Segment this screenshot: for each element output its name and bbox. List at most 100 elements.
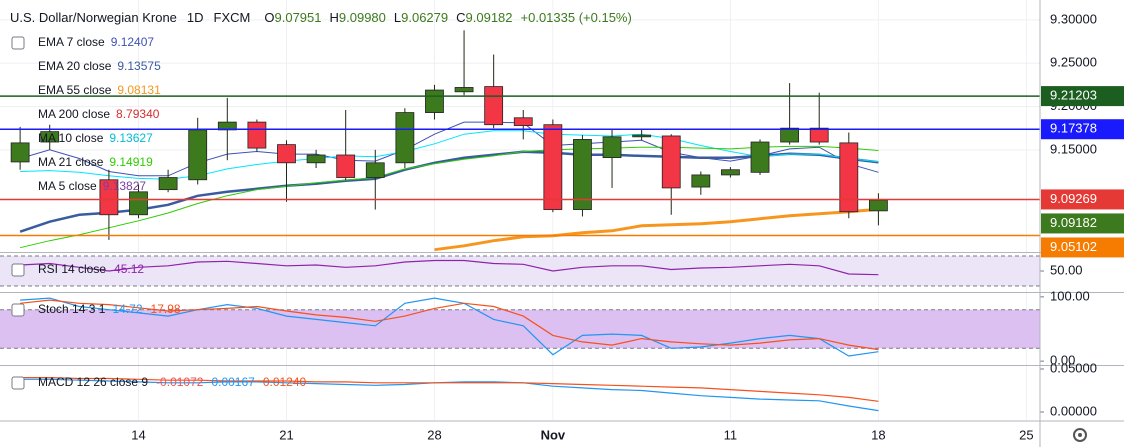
indicator-line — [19, 145, 879, 249]
candle-body — [247, 121, 267, 149]
candle-body — [395, 112, 415, 164]
candle-body — [277, 144, 296, 164]
price-tag-label: 9.09182 — [1050, 215, 1097, 230]
legend-name: MA 200 close — [38, 107, 110, 121]
price-tag — [1041, 213, 1124, 234]
candle-body — [454, 87, 474, 93]
indicator-line — [19, 121, 879, 177]
y-tick-label: 9.30000 — [1050, 11, 1097, 26]
candle-body — [839, 142, 859, 213]
candle-body — [750, 141, 770, 173]
x-tick-label: 18 — [871, 427, 885, 442]
x-tick-label: Nov — [541, 427, 566, 442]
indicator-line — [20, 377, 879, 402]
ohlc-value: 9.06279 — [401, 10, 448, 25]
price-tag-label: 9.17378 — [1050, 121, 1097, 136]
pane-title: MACD 12 26 close 9 -0.01072 0.00167 0.01240 — [38, 375, 307, 389]
price-tag-label: 9.05102 — [1050, 239, 1097, 254]
legend-name: MA 10 close — [38, 131, 104, 145]
legend-entry: EMA 55 close 9.08131 — [38, 83, 161, 97]
grid — [0, 0, 1124, 420]
legend-toggle[interactable] — [11, 376, 25, 390]
legend-value: 9.13827 — [103, 179, 147, 193]
legend-value: 0.00167 — [211, 375, 255, 389]
chart-header: U.S. Dollar/Norwegian Krone 1D FXCM O9.0795… — [10, 10, 632, 25]
candle-body — [158, 177, 178, 191]
x-tick-label: 14 — [131, 427, 145, 442]
pane-title: RSI 14 close 45.12 — [38, 262, 144, 276]
x-tick-label: 11 — [724, 427, 738, 442]
change: +0.01335 (+0.15%) — [521, 10, 632, 25]
y-tick-label: 9.25000 — [1050, 55, 1097, 70]
price-tag — [1041, 119, 1124, 140]
legend-entry: EMA 7 close 9.12407 — [38, 35, 154, 49]
settings-icon[interactable] — [1073, 428, 1087, 442]
legend-value: -0.01072 — [156, 375, 204, 389]
candle-body — [129, 191, 148, 216]
pane-title: Stoch 14 3 1 14.72 17.98 — [38, 302, 181, 316]
legend-value: 9.13575 — [117, 59, 161, 73]
ohlc-key: O — [264, 10, 274, 25]
ohlc-key: C — [456, 10, 465, 25]
price-tag — [1041, 86, 1124, 107]
legend-value: 9.08131 — [117, 83, 161, 97]
y-tick-label: 9.15000 — [1050, 141, 1097, 156]
y-tick-label: 100.00 — [1050, 288, 1090, 303]
ohlc-key: L — [394, 10, 401, 25]
legend-value: 9.13627 — [109, 131, 153, 145]
pane-name: RSI 14 close — [38, 262, 106, 276]
legend-name: EMA 7 close — [38, 35, 105, 49]
band — [0, 256, 1040, 286]
candle-body — [10, 142, 30, 163]
x-tick-label: 25 — [1019, 427, 1033, 442]
indicator-line — [20, 299, 879, 351]
candle-body — [336, 154, 356, 178]
legend-value: 45.12 — [114, 262, 144, 276]
candle-body — [573, 139, 592, 210]
candle-body — [484, 86, 504, 126]
legend-toggle[interactable] — [11, 303, 25, 317]
candle-body — [306, 154, 326, 164]
x-tick-label: 28 — [427, 427, 441, 442]
candle-body — [40, 131, 60, 143]
candle-body — [632, 134, 652, 138]
candle-body — [543, 124, 563, 210]
legend-value: 9.12407 — [111, 35, 155, 49]
legend-entry: EMA 20 close 9.13575 — [38, 59, 161, 73]
interval: 1D — [187, 10, 204, 25]
legend-toggle[interactable] — [11, 263, 25, 277]
legend-value: 17.98 — [151, 302, 181, 316]
indicator-line — [20, 259, 879, 276]
gear-hub[interactable] — [1078, 433, 1082, 437]
price-tag-label: 9.09269 — [1050, 191, 1097, 206]
pane-name: Stoch 14 3 1 — [38, 302, 106, 316]
legend-toggle[interactable] — [11, 36, 25, 50]
candle-body — [721, 169, 740, 176]
price-tag-label: 9.21203 — [1050, 88, 1097, 103]
candle-body — [99, 179, 119, 216]
indicator-line — [19, 150, 879, 233]
indicator-line — [434, 207, 879, 252]
legend-entry: MA 10 close 9.13627 — [38, 131, 153, 145]
ohlc-value: 9.09182 — [466, 10, 513, 25]
y-tick-label: 0.05000 — [1050, 360, 1097, 375]
labels: 142128Nov1118259.150009.200009.250009.30… — [10, 10, 1124, 442]
candle-body — [602, 136, 622, 159]
legend-entry: MA 21 close 9.14919 — [38, 155, 153, 169]
gear[interactable] — [1073, 428, 1087, 442]
ohlc-value: 9.09980 — [339, 10, 386, 25]
legend-entry: MA 200 close 8.79340 — [38, 107, 160, 121]
price-tag — [1041, 189, 1124, 210]
legend-value: 9.14919 — [109, 155, 153, 169]
candle-body — [780, 127, 800, 143]
price-tag — [1041, 237, 1124, 258]
marks — [0, 30, 1040, 412]
candle-body — [365, 162, 385, 178]
symbol: U.S. Dollar/Norwegian Krone — [10, 10, 177, 25]
band — [0, 309, 1040, 349]
candle-body — [513, 117, 533, 126]
candle-body — [869, 199, 888, 212]
legend-name: MA 21 close — [38, 155, 104, 169]
